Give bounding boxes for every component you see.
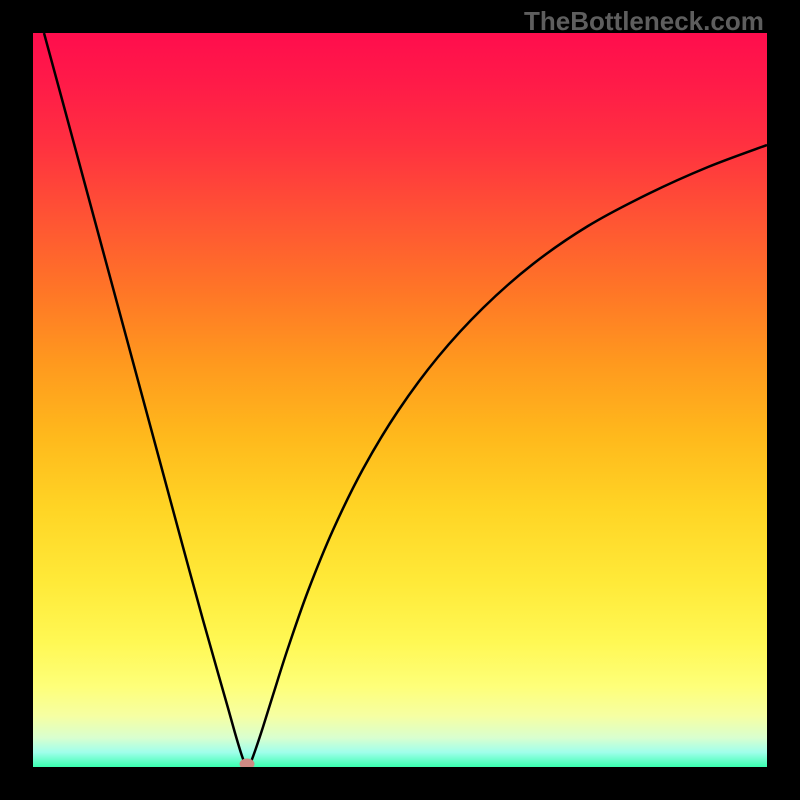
optimum-marker — [240, 759, 255, 768]
plot-area — [33, 33, 767, 767]
watermark-text: TheBottleneck.com — [524, 6, 764, 37]
bottleneck-curve — [44, 33, 767, 767]
chart-container: TheBottleneck.com — [0, 0, 800, 800]
curve-svg — [33, 33, 767, 767]
